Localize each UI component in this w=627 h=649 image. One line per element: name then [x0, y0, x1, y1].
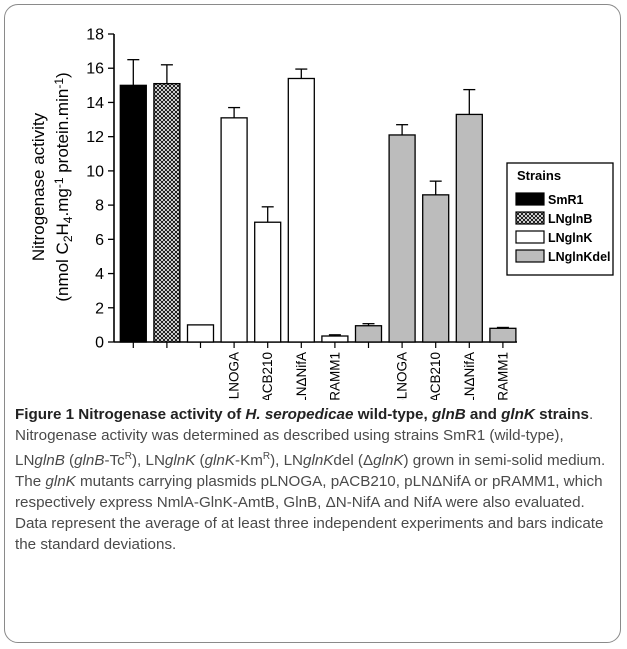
figure-frame: [4, 4, 621, 643]
bar-LNglnK: [287, 77, 315, 343]
figure-caption: Figure 1 Nitrogenase activity of H. sero…: [15, 404, 615, 555]
bar-chart: 0 2 4 6 8 10 12 14 16 18 +pLNOGA +pACB210 +pLNΔNifA…: [29, 27, 614, 400]
x-tick-label: +pACB210: [260, 352, 275, 400]
chart-axes: 0 2 4 6 8 10 12 14 16 18: [86, 27, 517, 352]
x-tick-label: +pLNOGA: [227, 352, 242, 400]
bar-series: [119, 59, 517, 343]
legend: Strains SmR1 LNglnB LNglnK LNglnKdel: [506, 162, 614, 276]
bar-SmR1: [119, 84, 147, 343]
legend-label: SmR1: [548, 193, 583, 207]
bar-LNglnK: [220, 117, 248, 343]
legend-swatch-LNglnB: [515, 211, 545, 225]
y-tick-label: 12: [86, 129, 104, 146]
bar-LNglnKdel: [354, 325, 383, 343]
x-tick-label: +pLNΔNifA: [462, 352, 477, 400]
legend-swatch-LNglnK: [515, 230, 545, 244]
x-tick-label: +pRAMM1: [327, 352, 342, 400]
legend-title: Strains: [517, 168, 561, 183]
bar-LNglnK: [186, 324, 215, 343]
legend-label: LNglnKdel: [548, 250, 611, 264]
x-tick-label: +pLNΔNifA: [294, 352, 309, 400]
x-tick-labels: +pLNOGA +pACB210 +pLNΔNifA +pRAMM1 +pLNOGA +p…: [132, 342, 510, 400]
caption-title: Figure 1 Nitrogenase activity of H. sero…: [15, 406, 589, 423]
legend-label: LNglnK: [548, 231, 592, 245]
legend-label: LNglnB: [548, 212, 592, 226]
y-tick-label: 4: [95, 266, 104, 283]
bar-LNglnB: [153, 82, 181, 343]
y-axis-unit-label: (nmol C2H4.mg-1 protein.min-1): [52, 72, 75, 301]
bar-LNglnK: [321, 335, 349, 343]
y-tick-label: 0: [95, 335, 104, 352]
x-tick-label: +pLNOGA: [395, 352, 410, 400]
y-tick-label: 6: [95, 232, 104, 249]
bar-LNglnKdel: [388, 134, 416, 343]
legend-swatch-SmR1: [515, 192, 545, 206]
y-tick-label: 14: [86, 95, 104, 112]
y-tick-label: 16: [86, 61, 104, 78]
x-tick-label: +pRAMM1: [495, 352, 510, 400]
y-axis-label: Nitrogenase activity: [29, 112, 48, 261]
y-tick-label: 10: [86, 163, 104, 180]
y-tick-label: 2: [95, 300, 104, 317]
x-tick-label: +pACB210: [428, 352, 443, 400]
legend-swatch-LNglnKdel: [515, 249, 545, 263]
bar-LNglnKdel: [455, 113, 483, 343]
bar-LNglnKdel: [422, 194, 450, 343]
bar-LNglnK: [254, 221, 282, 343]
bar-LNglnKdel: [489, 327, 517, 343]
caption-text: . Nitrogenase activity was determined as…: [15, 406, 606, 554]
y-tick-label: 18: [86, 27, 104, 44]
y-tick-label: 8: [95, 198, 104, 215]
